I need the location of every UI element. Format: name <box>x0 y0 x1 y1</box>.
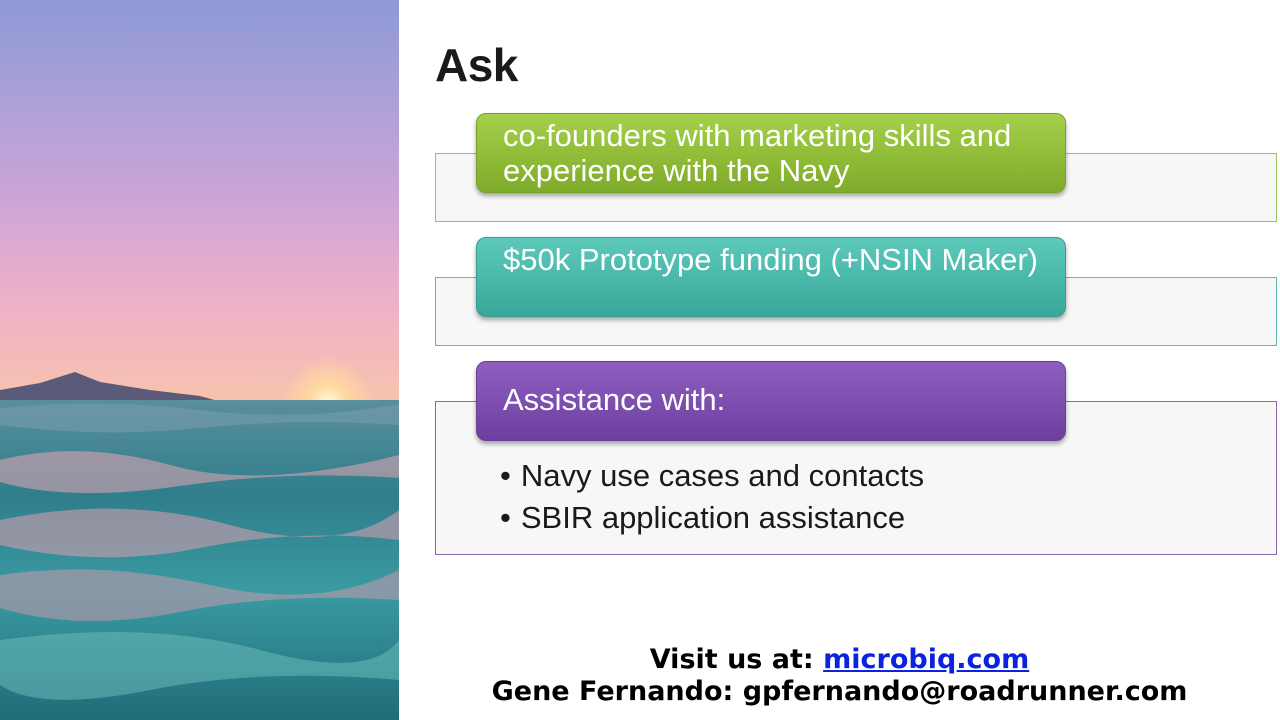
ocean-sunset-image <box>0 0 399 720</box>
visit-line: Visit us at: microbiq.com <box>399 644 1280 675</box>
ask-item-2-heading: $50k Prototype funding (+NSIN Maker) <box>476 237 1066 317</box>
slide-title: Ask <box>435 39 518 91</box>
ask-item-1-heading: co-founders with marketing skills and ex… <box>476 113 1066 193</box>
bullet-item: Navy use cases and contacts <box>500 455 924 497</box>
assistance-bullet-list: Navy use cases and contacts SBIR applica… <box>500 455 924 539</box>
bullet-item: SBIR application assistance <box>500 497 924 539</box>
contact-line: Gene Fernando: gpfernando@roadrunner.com <box>491 676 1188 707</box>
visit-label: Visit us at: <box>649 644 814 675</box>
website-link[interactable]: microbiq.com <box>823 644 1030 675</box>
ask-item-3-heading: Assistance with: <box>476 361 1066 441</box>
